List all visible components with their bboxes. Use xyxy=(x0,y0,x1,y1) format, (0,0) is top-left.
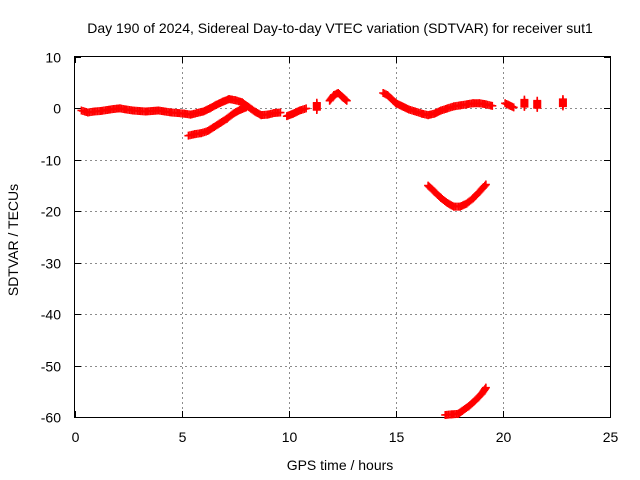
y-tick-label: -20 xyxy=(41,204,61,220)
x-axis-label: GPS time / hours xyxy=(287,457,394,473)
x-tick-label: 5 xyxy=(179,429,187,445)
data-point-marker xyxy=(312,105,321,114)
data-point-marker xyxy=(342,96,351,105)
series-bottom-curve xyxy=(441,383,490,419)
data-point-marker xyxy=(481,384,490,393)
y-tick-label: 0 xyxy=(53,101,61,117)
data-point-marker xyxy=(481,180,490,189)
data-point-marker xyxy=(302,104,311,113)
series-v-curve xyxy=(424,180,490,211)
plot-frame xyxy=(74,56,611,418)
data-point-marker xyxy=(242,103,251,112)
data-point-marker xyxy=(533,103,542,112)
series-lower-branch xyxy=(184,103,251,140)
data-point-marker xyxy=(276,108,285,117)
y-tick-label: -10 xyxy=(41,153,61,169)
y-tick-label: 10 xyxy=(45,50,61,66)
y-tick-label: -30 xyxy=(41,256,61,272)
data-point-marker xyxy=(480,181,489,190)
y-tick-label: -40 xyxy=(41,307,61,323)
y-tick-label: -50 xyxy=(41,359,61,375)
x-tick-label: 20 xyxy=(496,429,512,445)
data-point-marker xyxy=(481,383,490,392)
x-tick-label: 10 xyxy=(282,429,298,445)
chart-title: Day 190 of 2024, Sidereal Day-to-day VTE… xyxy=(87,20,593,36)
y-tick-label: -60 xyxy=(41,410,61,426)
x-tick-label: 25 xyxy=(603,429,619,445)
data-point-marker xyxy=(509,103,518,112)
data-point-marker xyxy=(558,102,567,111)
data-points xyxy=(77,89,567,419)
data-point-marker xyxy=(488,101,497,110)
x-tick-label: 15 xyxy=(389,429,405,445)
data-point-marker xyxy=(341,95,350,104)
series-main xyxy=(77,89,567,121)
x-tick-label: 0 xyxy=(72,429,80,445)
axis-ticks: 0 5 10 15 20 25 10 0 -10 -20 -30 -40 -50 -60 xyxy=(41,50,619,446)
data-point-marker xyxy=(520,102,529,111)
y-axis-label: SDTVAR / TECUs xyxy=(5,184,21,296)
